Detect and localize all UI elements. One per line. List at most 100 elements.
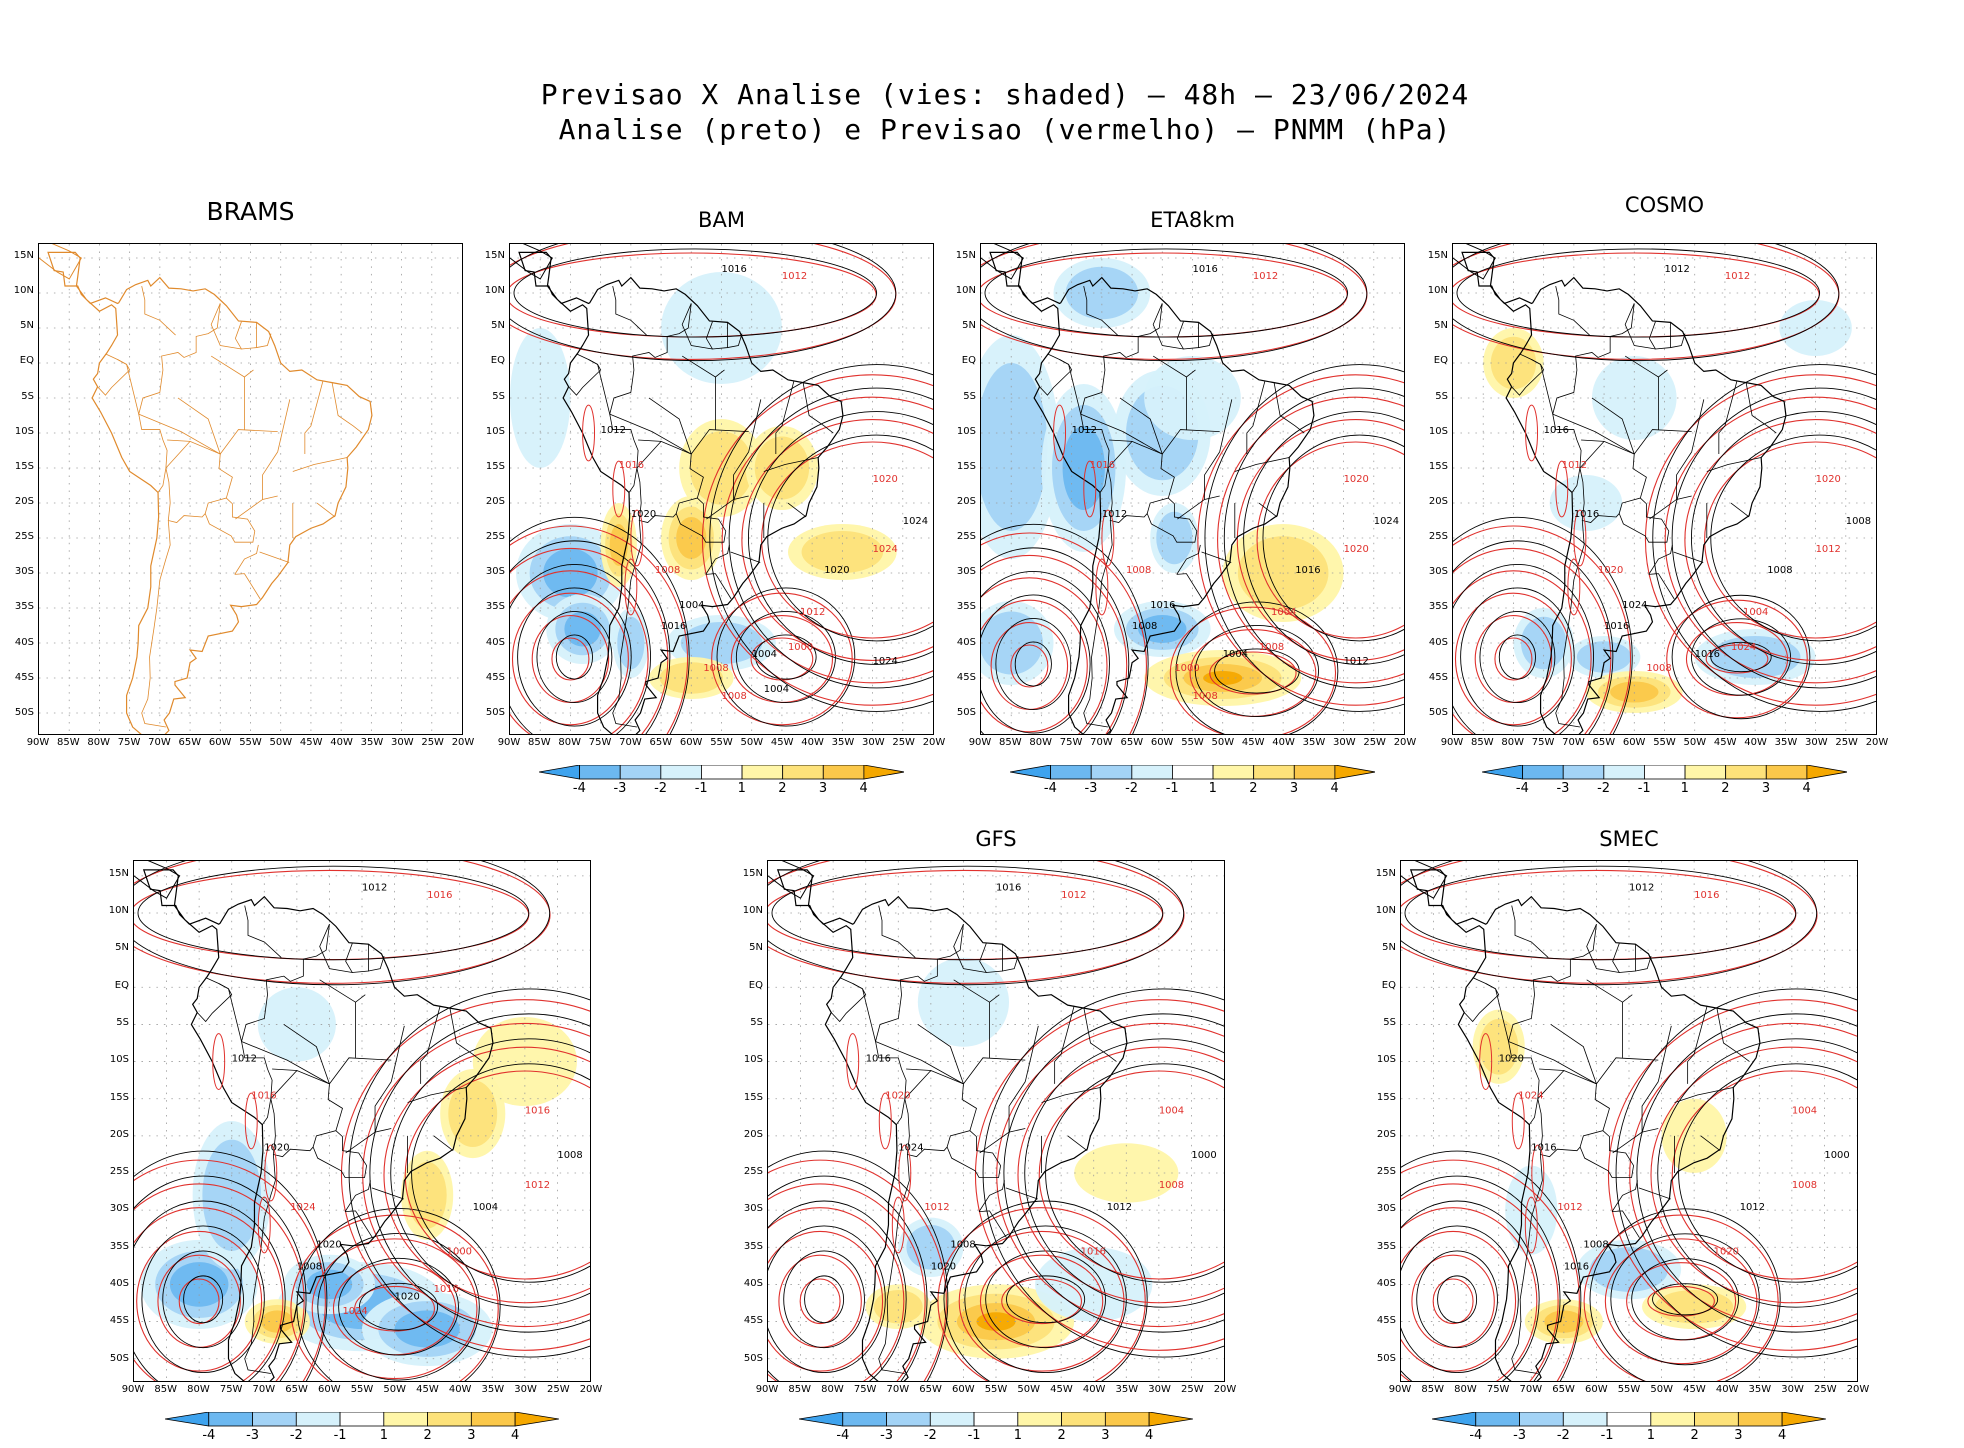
- contour-label: 1016: [427, 890, 452, 901]
- colorbar-swatch: [1171, 765, 1214, 780]
- lat-tick-label: 25S: [485, 531, 505, 543]
- contour-label: 1012: [1061, 890, 1086, 901]
- colorbar-label: 2: [1721, 781, 1730, 796]
- lat-tick-label: 10S: [485, 425, 505, 437]
- lat-tick-label: 40S: [485, 636, 505, 648]
- lat-tick-label: 5S: [750, 1017, 763, 1029]
- lon-tick-label: 20W: [1846, 1384, 1870, 1395]
- lat-tick-label: 30S: [14, 566, 34, 578]
- bias-shade: [1661, 1098, 1727, 1173]
- contour-label: 1008: [1132, 621, 1157, 632]
- panel-title-bam: BAM: [698, 208, 745, 232]
- bias-shade: [1576, 641, 1632, 673]
- colorbar: -4 -3 -2 -1 1 2 3 4: [1481, 765, 1848, 801]
- contour-label: 1024: [1731, 642, 1756, 653]
- lon-tick-label: 70W: [1090, 737, 1113, 748]
- lat-tick-label: 15N: [13, 250, 34, 262]
- lon-tick-label: 90W: [497, 737, 521, 748]
- lat-tick-label: 15S: [1376, 1091, 1396, 1103]
- lon-tick-label: 20W: [451, 737, 475, 748]
- lat-tick-label: 5N: [491, 320, 505, 332]
- lon-tick-label: 60W: [1584, 1384, 1608, 1395]
- contour-label: 1008: [1646, 663, 1671, 674]
- lat-tick-label: 45S: [743, 1315, 763, 1327]
- colorbar-swatch: [1521, 765, 1564, 780]
- lon-tick-label: 55W: [1617, 1384, 1641, 1395]
- contour-label: 1016: [1544, 425, 1569, 436]
- lat-tick-label: 50S: [14, 706, 34, 718]
- colorbar-label: 2: [778, 781, 787, 796]
- lat-tick-label: 15S: [109, 1091, 129, 1103]
- colorbar-label: -1: [1165, 781, 1179, 796]
- lat-tick-label: 40S: [14, 636, 34, 648]
- lon-tick-label: 55W: [239, 737, 262, 748]
- lat-tick-label: EQ: [490, 355, 505, 367]
- contour-label: 1008: [1767, 565, 1792, 576]
- colorbar-label: 4: [1330, 781, 1339, 796]
- lat-tick-label: 25S: [1376, 1166, 1396, 1178]
- lon-tick-label: 40W: [1082, 1384, 1106, 1395]
- contour-label: 1004: [764, 684, 789, 695]
- contour-label: 1016: [251, 1091, 276, 1102]
- lon-tick-label: 45W: [1713, 737, 1737, 748]
- colorbar-label: 1: [737, 781, 746, 796]
- contour-label: 1004: [1792, 1106, 1817, 1117]
- contour-label: 1008: [1792, 1180, 1817, 1191]
- lon-tick-label: 65W: [649, 737, 673, 748]
- bias-shade: [873, 1290, 923, 1324]
- lon-tick-label: 30W: [1804, 737, 1828, 748]
- colorbar-swatch: [1009, 765, 1051, 780]
- lat-tick-label: 50S: [109, 1352, 129, 1364]
- contour-label: 1012: [1344, 656, 1369, 667]
- bias-shade: [754, 436, 810, 500]
- lon-tick-label: 65W: [285, 1384, 308, 1395]
- lon-tick-label: 80W: [1501, 737, 1525, 748]
- lon-tick-label: 80W: [1029, 737, 1053, 748]
- lon-tick-label: 25W: [546, 1384, 570, 1395]
- colorbar-swatch: [295, 1412, 341, 1427]
- lon-tick-label: 35W: [481, 1384, 505, 1395]
- bias-shade: [1589, 1247, 1669, 1292]
- lat-tick-label: 5N: [962, 320, 976, 332]
- contour-label: 1024: [290, 1202, 315, 1213]
- contour-label: 1020: [1344, 474, 1369, 485]
- contour-label: 1004: [1223, 649, 1248, 660]
- contour-label: 1016: [1694, 890, 1719, 901]
- lon-tick-label: 90W: [121, 1384, 145, 1395]
- lat-tick-label: 30S: [956, 566, 976, 578]
- colorbar-swatch: [1694, 1412, 1739, 1427]
- bias-shade: [976, 1312, 1016, 1331]
- colorbar-label: 3: [1761, 781, 1771, 796]
- contour-label: 1008: [297, 1262, 322, 1273]
- colorbar-swatch: [1432, 1412, 1477, 1427]
- bias-shade: [1709, 636, 1801, 678]
- lat-tick-label: 10S: [1428, 425, 1448, 437]
- lon-tick-label: 60W: [208, 737, 232, 748]
- contour-label: 1008: [1583, 1239, 1608, 1250]
- lon-tick-label: 65W: [919, 1384, 942, 1395]
- contour-label: 1016: [1564, 1262, 1589, 1273]
- contour-label: 1016: [1574, 509, 1599, 520]
- contour-label: 1020: [873, 474, 898, 485]
- contour-label: 1004: [1271, 607, 1296, 618]
- colorbar-swatch: [1737, 1412, 1783, 1427]
- colorbar-swatch: [1017, 1412, 1063, 1427]
- colorbar-swatch: [1519, 1412, 1564, 1427]
- lon-tick-label: 80W: [821, 1384, 844, 1395]
- colorbar-swatch: [660, 765, 702, 780]
- contour-label: 1012: [800, 607, 825, 618]
- colorbar-swatch: [741, 765, 783, 780]
- lat-tick-label: 25S: [109, 1166, 129, 1178]
- lat-tick-label: 30S: [109, 1203, 129, 1215]
- lat-tick-label: 15S: [956, 460, 976, 472]
- contour-label: 1008: [1126, 565, 1151, 576]
- colorbar-swatch: [1253, 765, 1295, 780]
- lon-tick-label: 65W: [1120, 737, 1144, 748]
- contour-label: 1020: [631, 509, 656, 520]
- contour-label: 1024: [873, 544, 898, 555]
- colorbar-swatch: [1212, 765, 1254, 780]
- contour-label: 1012: [924, 1202, 949, 1213]
- lat-tick-label: 25S: [14, 531, 34, 543]
- lat-tick-label: 30S: [485, 566, 505, 578]
- lat-tick-label: 5S: [1383, 1017, 1396, 1029]
